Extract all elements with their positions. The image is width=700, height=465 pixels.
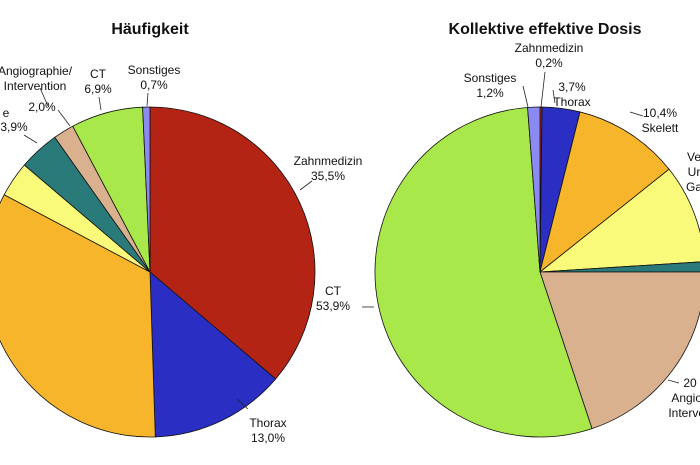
slice-label-line: Ga bbox=[686, 180, 700, 194]
chart-title-kollektive-dosis: Kollektive effektive Dosis bbox=[449, 21, 642, 38]
slice-label: e bbox=[3, 106, 10, 120]
slice-label-line: Ur bbox=[688, 165, 700, 179]
slice-label-line: Zahnmedizin bbox=[294, 154, 363, 168]
slice-label-line: 1,2% bbox=[476, 86, 504, 100]
slice-label: Zahnmedizin 0,2% bbox=[515, 41, 584, 70]
slice-label-line: CT bbox=[325, 284, 342, 298]
slice-label-line: Angiographie/ bbox=[0, 64, 73, 78]
slice-label-line: 3,9% bbox=[0, 120, 28, 134]
slice-label-line: 0,2% bbox=[535, 56, 563, 70]
slice-label-line: 53,9% bbox=[316, 299, 350, 313]
slice-label-line: 2,0% bbox=[28, 100, 56, 114]
leader-line bbox=[23, 134, 38, 144]
slice-label: Thorax 13,0% bbox=[249, 416, 286, 445]
slice-label: 10,4% Skelett bbox=[642, 106, 679, 135]
chart-title-haeufigkeit: Häufigkeit bbox=[111, 21, 189, 38]
pie-slice bbox=[538, 168, 700, 273]
slice-label-line: 35,5% bbox=[311, 169, 345, 183]
leader-line bbox=[236, 398, 249, 410]
slice-label: CT 6,9% bbox=[84, 67, 112, 96]
slice-label-line: Thorax bbox=[249, 416, 286, 430]
slice-label-line: Intervention bbox=[4, 79, 67, 93]
slice-label-line: CT bbox=[90, 67, 107, 81]
slice-label: 3,9% bbox=[0, 120, 28, 134]
slice-label-line: Ve bbox=[687, 150, 700, 164]
slice-label-line: 3,7% bbox=[558, 80, 586, 94]
pie-slice bbox=[374, 107, 593, 438]
slice-label-line: Interven bbox=[668, 406, 700, 420]
slice-label-line: Sonstiges bbox=[128, 63, 181, 77]
slice-label: Sonstiges 1,2% bbox=[464, 71, 517, 100]
leader-line bbox=[39, 87, 49, 107]
slice-label-line: Thorax bbox=[553, 95, 590, 109]
slice-label: Ve Ur Ga bbox=[686, 150, 700, 194]
slice-label-line: 10,4% bbox=[643, 106, 677, 120]
pie-slice bbox=[142, 106, 151, 273]
slice-label-line: Sonstiges bbox=[464, 71, 517, 85]
slice-label-line: 0,7% bbox=[140, 78, 168, 92]
kollektive-dosis-pie-chart: Kollektive effektive Dosis Zahnmedizin 0,… bbox=[316, 21, 700, 438]
slice-label: 20AngiogInterven bbox=[668, 376, 700, 420]
leader-line bbox=[667, 379, 680, 384]
slice-label: 2,0% bbox=[28, 100, 56, 114]
slice-label-line: 13,0% bbox=[251, 431, 285, 445]
pie-slice bbox=[527, 106, 541, 273]
leader-line bbox=[98, 96, 102, 111]
slice-label-line: 20 bbox=[683, 376, 697, 390]
slice-label: Sonstiges 0,7% bbox=[128, 63, 181, 92]
leader-line bbox=[552, 89, 556, 104]
slice-label-line: e bbox=[3, 106, 10, 120]
leader-line bbox=[629, 111, 644, 117]
slice-label-line: Skelett bbox=[642, 121, 679, 135]
slice-label: Zahnmedizin 35,5% bbox=[294, 154, 363, 183]
slice-label: 3,7% Thorax bbox=[553, 80, 590, 109]
slice-label-line: 6,9% bbox=[84, 82, 112, 96]
pie-slice bbox=[539, 261, 700, 273]
slice-label: Angiographie/Intervention bbox=[0, 64, 73, 93]
leader-line bbox=[146, 92, 149, 107]
slice-label-line: Zahnmedizin bbox=[515, 41, 584, 55]
leader-line bbox=[299, 180, 313, 191]
pie-slice bbox=[539, 111, 670, 274]
haeufigkeit-pie-chart: Häufigkeit Zahnmedizin 35,5% Thorax 13,0% CT… bbox=[0, 21, 362, 445]
pie-slice bbox=[539, 271, 700, 430]
leader-line bbox=[57, 109, 71, 127]
pie-slice bbox=[0, 194, 156, 438]
leader-line bbox=[540, 71, 546, 108]
pie-slice bbox=[149, 106, 316, 380]
slice-label-line: Angiog bbox=[671, 391, 700, 405]
leader-line bbox=[522, 85, 529, 108]
pie-slice bbox=[149, 271, 277, 438]
slice-label: CT 53,9% bbox=[316, 284, 350, 313]
